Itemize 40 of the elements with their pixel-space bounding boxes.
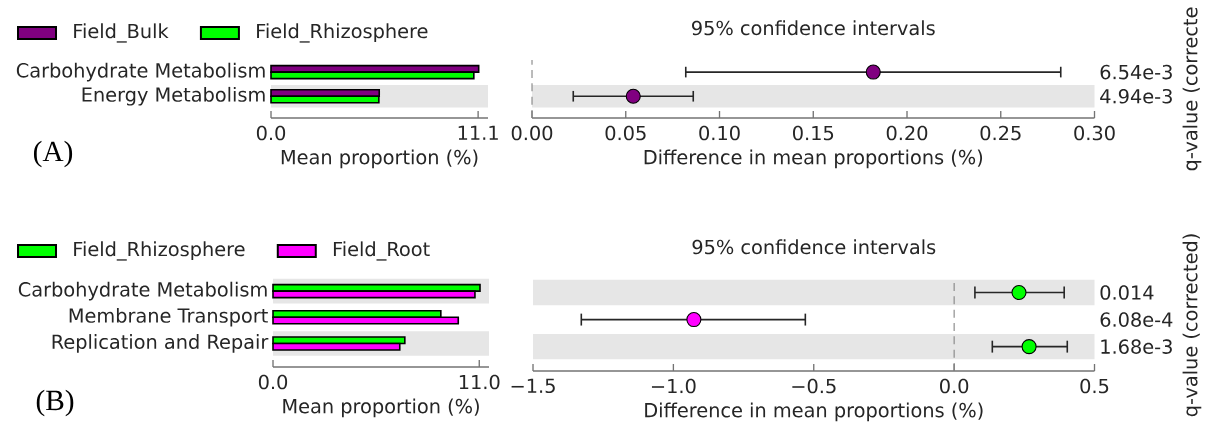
- y-axis-title: q-value (correcte: [1182, 7, 1202, 171]
- x-tick-label: 0.30: [1074, 125, 1115, 141]
- x-axis-title: Mean proportion (%): [283, 398, 479, 418]
- x-tick-label: 0.0: [940, 378, 969, 394]
- x-tick-label: −1.5: [511, 378, 555, 394]
- x-tick-label: 0.10: [699, 125, 740, 141]
- x-tick-label: 0.15: [793, 125, 834, 141]
- x-tick-label: 11.1: [458, 125, 498, 140]
- chart-title: 95% confidence intervals: [692, 239, 936, 255]
- x-tick-label: 0.5: [1080, 378, 1109, 394]
- legend-label: Field_Rhizosphere: [74, 241, 245, 261]
- y-axis-title: q-value (corrected): [1182, 234, 1202, 417]
- y-tick-label: Replication and Repair: [52, 334, 269, 353]
- y-tick-label: 6.08e-4: [1100, 312, 1173, 327]
- y-tick-label: 6.54e-3: [1100, 64, 1172, 80]
- legend-label: Field_Rhizosphere: [257, 23, 428, 43]
- x-tick-label: −1.0: [651, 378, 696, 394]
- y-tick-label: 4.94e-3: [1100, 88, 1172, 104]
- y-tick-label: Carbohydrate Metabolism: [18, 281, 267, 301]
- x-tick-label: −0.5: [792, 378, 836, 394]
- text: (A): [33, 140, 73, 168]
- x-tick-label: 0.05: [605, 125, 646, 141]
- x-tick-label: 0.00: [511, 125, 553, 141]
- y-tick-label: Carbohydrate Metabolism: [16, 62, 265, 82]
- x-tick-label: 0.0: [256, 125, 286, 141]
- x-axis-title: Difference in mean proportions (%): [645, 402, 983, 422]
- y-tick-label: Membrane Transport: [69, 307, 268, 327]
- legend-label: Field_Bulk: [74, 23, 169, 43]
- y-tick-label: 1.68e-3: [1101, 339, 1172, 354]
- x-axis-title: Mean proportion (%): [281, 149, 478, 169]
- x-tick-label: 0.20: [886, 125, 928, 141]
- x-axis-title: Difference in mean proportions (%): [644, 149, 983, 169]
- legend-label: Field_Root: [333, 241, 430, 261]
- x-tick-label: 0.25: [980, 125, 1021, 141]
- x-tick-label: 0.0: [258, 374, 288, 390]
- text: (B): [36, 389, 74, 417]
- y-tick-label: Energy Metabolism: [82, 86, 265, 106]
- x-tick-label: 11.0: [459, 374, 500, 390]
- chart-title: 95% confidence intervals: [692, 20, 935, 36]
- y-tick-label: 0.014: [1100, 285, 1154, 300]
